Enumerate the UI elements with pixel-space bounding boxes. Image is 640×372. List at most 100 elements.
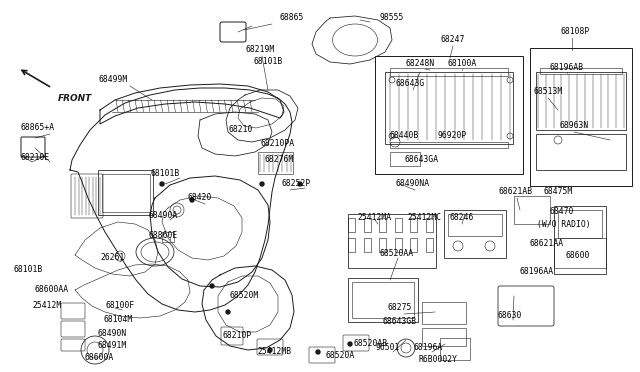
Text: 68210PA: 68210PA <box>261 140 295 148</box>
Text: 68210P: 68210P <box>222 331 252 340</box>
Text: 68210E: 68210E <box>20 154 50 163</box>
Text: 68475M: 68475M <box>543 187 573 196</box>
Text: 25412MB: 25412MB <box>258 347 292 356</box>
Text: 68100A: 68100A <box>447 58 477 67</box>
Bar <box>352 282 414 318</box>
Text: 68621AA: 68621AA <box>530 240 564 248</box>
Bar <box>530 48 632 186</box>
Text: 68276M: 68276M <box>264 155 294 164</box>
Bar <box>410 238 417 252</box>
Text: 26261: 26261 <box>101 253 125 263</box>
Text: 68420: 68420 <box>188 193 212 202</box>
Bar <box>348 278 418 322</box>
Text: 68491M: 68491M <box>97 341 127 350</box>
Bar <box>536 134 626 170</box>
Bar <box>364 238 371 252</box>
Bar <box>422 302 466 324</box>
Bar <box>98 170 153 215</box>
Text: 68643GA: 68643GA <box>405 155 439 164</box>
Bar <box>258 152 293 174</box>
Text: 68100F: 68100F <box>106 301 134 311</box>
Bar <box>395 238 402 252</box>
Text: 98555: 98555 <box>380 13 404 22</box>
Circle shape <box>190 198 194 202</box>
Bar <box>379 218 386 232</box>
Text: 68860E: 68860E <box>148 231 178 241</box>
Text: 68219M: 68219M <box>245 45 275 55</box>
Bar <box>540 68 622 74</box>
Text: 68520M: 68520M <box>229 292 259 301</box>
Bar <box>554 206 606 274</box>
Text: 68490NA: 68490NA <box>396 180 430 189</box>
Text: 68275: 68275 <box>388 304 412 312</box>
Circle shape <box>316 350 320 354</box>
Text: 96920P: 96920P <box>437 131 467 141</box>
Bar <box>390 142 508 148</box>
Bar <box>536 72 626 130</box>
Bar <box>426 218 433 232</box>
Text: 68196AA: 68196AA <box>520 267 554 276</box>
Circle shape <box>268 348 272 352</box>
Text: 68246: 68246 <box>450 214 474 222</box>
Text: 68101B: 68101B <box>150 170 180 179</box>
Text: 68600AA: 68600AA <box>35 285 69 295</box>
Text: 96501: 96501 <box>376 343 400 353</box>
Text: 68101B: 68101B <box>13 266 43 275</box>
Text: 68196A: 68196A <box>413 343 443 353</box>
Bar <box>385 72 513 144</box>
Text: 68440B: 68440B <box>389 131 419 141</box>
Bar <box>558 210 602 238</box>
Text: 68600A: 68600A <box>84 353 114 362</box>
Text: 68247: 68247 <box>441 35 465 45</box>
Text: 68643GB: 68643GB <box>383 317 417 327</box>
Text: (W/O RADIO): (W/O RADIO) <box>537 219 591 228</box>
Bar <box>348 214 436 268</box>
Text: 68963N: 68963N <box>559 122 589 131</box>
Bar <box>375 56 523 174</box>
Text: 68248N: 68248N <box>405 58 435 67</box>
Bar <box>348 238 355 252</box>
Bar <box>440 338 470 360</box>
Bar <box>348 218 355 232</box>
Circle shape <box>348 342 352 346</box>
Text: 68490N: 68490N <box>97 330 127 339</box>
Bar <box>390 152 420 166</box>
Text: 25412MA: 25412MA <box>357 214 391 222</box>
Bar <box>426 238 433 252</box>
Bar <box>102 174 150 212</box>
Text: 68513M: 68513M <box>533 87 563 96</box>
Circle shape <box>260 182 264 186</box>
Text: 68865: 68865 <box>280 13 304 22</box>
Text: 68621AB: 68621AB <box>499 187 533 196</box>
Bar <box>514 196 550 224</box>
Text: 68470: 68470 <box>550 208 574 217</box>
Text: FRONT: FRONT <box>58 94 92 103</box>
Circle shape <box>160 182 164 186</box>
Text: 68520AB: 68520AB <box>354 340 388 349</box>
Text: 68101B: 68101B <box>253 58 283 67</box>
Circle shape <box>210 284 214 288</box>
Text: 25412M: 25412M <box>33 301 61 311</box>
Circle shape <box>226 310 230 314</box>
Bar <box>444 210 506 258</box>
Text: 68108P: 68108P <box>561 28 589 36</box>
Bar <box>422 328 466 346</box>
Text: 68196AB: 68196AB <box>550 62 584 71</box>
Bar <box>448 214 502 236</box>
Text: 25412MC: 25412MC <box>407 214 441 222</box>
Bar <box>364 218 371 232</box>
Text: 68630: 68630 <box>498 311 522 321</box>
Bar <box>390 68 508 76</box>
Text: 68600: 68600 <box>566 251 590 260</box>
Text: 68865+A: 68865+A <box>21 124 55 132</box>
Text: 68210: 68210 <box>229 125 253 135</box>
Text: 68252P: 68252P <box>282 180 310 189</box>
Text: 68104M: 68104M <box>104 315 132 324</box>
Text: 68499M: 68499M <box>99 76 127 84</box>
Bar <box>395 218 402 232</box>
Text: 68520AA: 68520AA <box>380 250 414 259</box>
Text: 68643G: 68643G <box>396 80 424 89</box>
Circle shape <box>298 182 302 186</box>
Bar <box>379 238 386 252</box>
Bar <box>162 232 174 242</box>
